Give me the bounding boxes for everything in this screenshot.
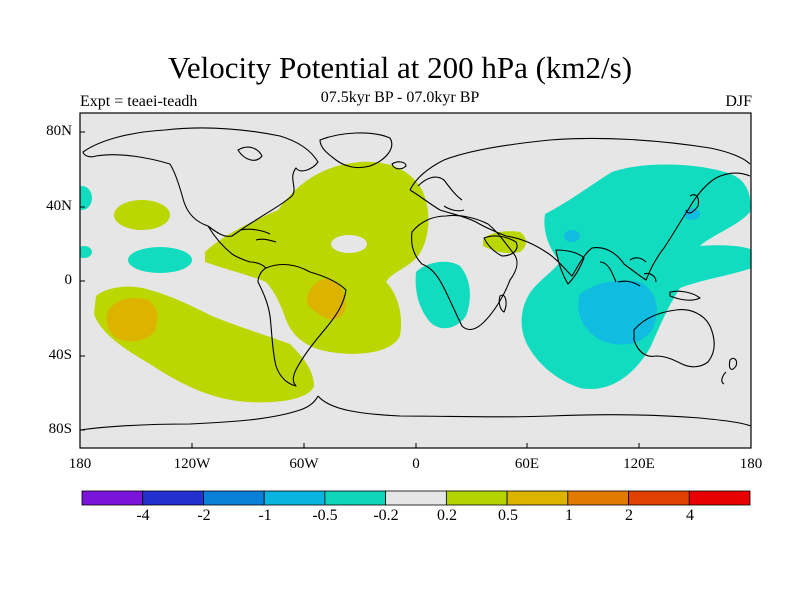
contour-pacific-max bbox=[106, 298, 158, 342]
contour-west-edge bbox=[80, 186, 92, 210]
negative-strong-contours bbox=[564, 208, 700, 345]
coastline-japan bbox=[685, 194, 700, 214]
contour-west-edge-small bbox=[80, 246, 92, 258]
colorbar-box bbox=[263, 490, 326, 506]
coastline-iceland bbox=[391, 161, 407, 170]
contour-atlantic-large bbox=[205, 161, 429, 354]
colorbar-box bbox=[445, 490, 508, 506]
colorbar-label: -0.5 bbox=[312, 507, 338, 524]
coastline-europe bbox=[417, 176, 465, 212]
coastline-caribbean bbox=[239, 228, 277, 243]
lon-label-60e: 60E bbox=[514, 456, 540, 472]
contour-north-pacific-small bbox=[114, 200, 170, 230]
coastline-hudson bbox=[237, 146, 263, 161]
colorbar bbox=[81, 490, 751, 506]
colorbar-box bbox=[324, 490, 387, 506]
colorbar-label: -0.2 bbox=[373, 507, 399, 524]
colorbar-box bbox=[628, 490, 690, 506]
lat-label-80n: 80N bbox=[46, 123, 72, 139]
colorbar-label: 4 bbox=[686, 507, 694, 524]
lat-label-0: 0 bbox=[64, 272, 73, 288]
contour-japan-min bbox=[684, 208, 700, 220]
contour-indian-ocean-min bbox=[578, 280, 657, 345]
chart-title: Velocity Potential at 200 hPa (km2/s) bbox=[167, 50, 633, 85]
chart-subtitle: 07.5kyr BP - 07.0kyr BP bbox=[320, 89, 480, 106]
colorbar-box bbox=[81, 490, 144, 506]
lat-label-40n: 40N bbox=[46, 198, 72, 214]
coastline-central-america bbox=[207, 225, 267, 269]
colorbar-box bbox=[567, 490, 629, 506]
lon-label-120e: 120E bbox=[623, 456, 655, 472]
contour-indo-pacific bbox=[521, 164, 751, 389]
lat-label-40s: 40S bbox=[48, 347, 72, 363]
colorbar-box bbox=[142, 490, 204, 506]
coastline-southeast-asia bbox=[599, 257, 657, 287]
coastline-australia bbox=[633, 309, 715, 368]
colorbar-label: -2 bbox=[197, 507, 211, 524]
coastline-arabia bbox=[483, 235, 518, 257]
contour-brazil-max bbox=[306, 278, 346, 320]
colorbar-box bbox=[506, 490, 569, 506]
lon-label-120w: 120W bbox=[173, 456, 211, 472]
season-label: DJF bbox=[725, 93, 752, 110]
lon-label-60w: 60W bbox=[289, 456, 319, 472]
axis-ticks bbox=[79, 131, 752, 448]
coastline-india bbox=[555, 249, 585, 285]
lon-label-180e: 180 bbox=[739, 456, 763, 472]
contour-east-pacific bbox=[128, 247, 192, 273]
lon-label-0: 0 bbox=[412, 456, 420, 472]
colorbar-box bbox=[688, 490, 751, 506]
negative-contours bbox=[80, 164, 751, 389]
coastline-new-zealand bbox=[721, 357, 738, 385]
colorbar-box bbox=[203, 490, 265, 506]
coastline-greenland bbox=[319, 132, 393, 169]
positive-strong-contours bbox=[106, 278, 346, 342]
lat-label-80s: 80S bbox=[48, 421, 72, 437]
contour-india-min bbox=[564, 230, 580, 242]
experiment-label: Expt = teaei-teadh bbox=[80, 93, 198, 110]
colorbar-box bbox=[385, 490, 447, 506]
coastlines bbox=[80, 127, 751, 431]
colorbar-label: -4 bbox=[136, 507, 150, 524]
coastline-madagascar bbox=[498, 294, 507, 313]
coastline-africa bbox=[411, 214, 518, 331]
colorbar-label: 1 bbox=[565, 507, 573, 524]
colorbar-label: 0.5 bbox=[498, 507, 518, 524]
coastline-north-america bbox=[82, 127, 319, 237]
contour-africa bbox=[415, 261, 470, 329]
coastline-antarctica bbox=[80, 395, 751, 431]
contour-atlantic-hole bbox=[331, 235, 367, 253]
colorbar-label: 0.2 bbox=[437, 507, 457, 524]
coastline-south-america bbox=[257, 263, 347, 387]
colorbar-label: 2 bbox=[625, 507, 633, 524]
colorbar-label: -1 bbox=[258, 507, 272, 524]
lon-label-180w: 180 bbox=[68, 456, 92, 472]
coastline-new-guinea bbox=[669, 290, 701, 301]
map-plot bbox=[80, 113, 751, 448]
coastline-eurasia bbox=[409, 137, 751, 281]
